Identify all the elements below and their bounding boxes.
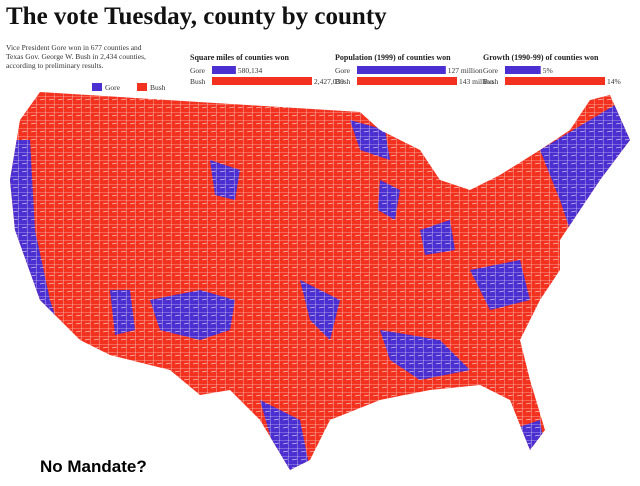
legend-label: Gore [105,83,121,92]
bar [357,66,446,74]
row-label: Bush [190,77,206,86]
stat-panels: Square miles of counties won Gore 580,134 B… [190,53,621,86]
row-label: Gore [335,66,351,75]
legend-swatch [137,83,147,91]
county-lines [10,92,630,470]
bar-label: 5% [543,66,553,75]
bar [357,77,457,85]
row-label: Gore [483,66,499,75]
bar-label: 14% [607,77,621,86]
title: The vote Tuesday, county by county [6,3,387,30]
panel-title: Growth (1990-99) of counties won [483,53,599,62]
map [10,92,630,470]
intro-line: according to preliminary results. [6,61,104,70]
panel-title: Square miles of counties won [190,53,290,62]
legend: Gore Bush [92,83,166,92]
bar-label: 580,134 [238,66,263,75]
intro-line: Vice President Gore won in 677 counties … [6,43,142,52]
bar-label: 143 million [459,77,494,86]
bar-label: 2,427,039 [314,77,344,86]
row-label: Gore [190,66,206,75]
bar [212,66,236,74]
row-label: Bush [335,77,351,86]
bar [505,77,605,85]
legend-label: Bush [150,83,166,92]
panel-title: Population (1999) of counties won [335,53,451,62]
row-label: Bush [483,77,499,86]
bar [505,66,541,74]
caption: No Mandate? [40,457,147,476]
intro-line: Texas Gov. George W. Bush in 2,434 count… [6,52,146,61]
legend-swatch [92,83,102,91]
bar-label: 127 million [448,66,483,75]
bar [212,77,312,85]
